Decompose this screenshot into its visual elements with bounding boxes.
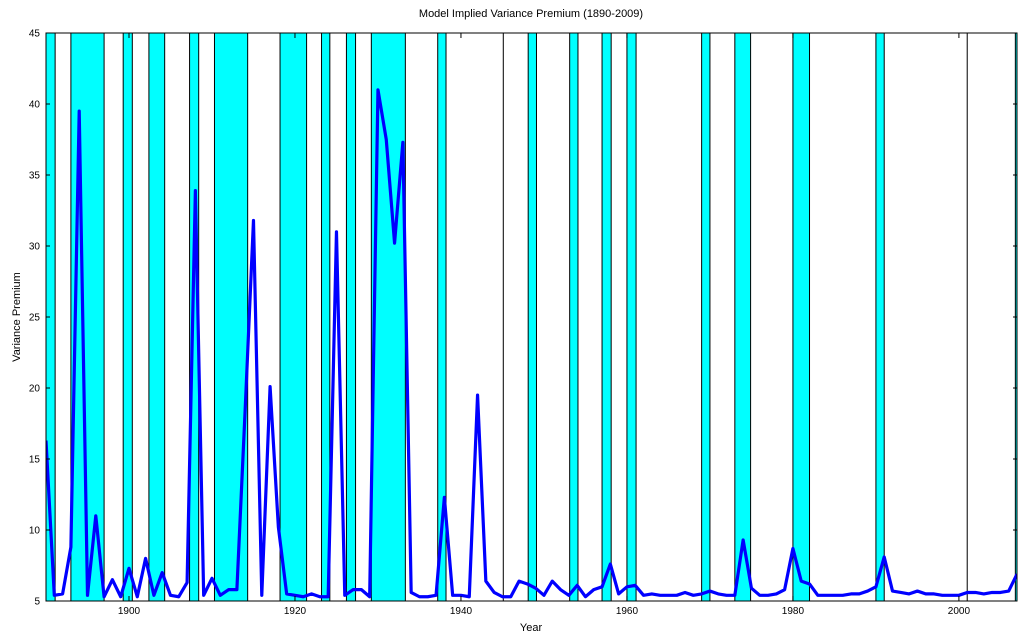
x-tick-label: 1900 (118, 606, 141, 617)
x-axis-label: Year (520, 622, 543, 634)
y-tick-label: 40 (29, 100, 41, 111)
data-line (46, 88, 1017, 599)
shaded-period (569, 33, 579, 601)
shaded-period (213, 33, 249, 601)
y-tick-label: 45 (29, 29, 41, 40)
x-tick-label: 1940 (450, 606, 473, 617)
shaded-period (792, 33, 811, 601)
shaded-period (875, 33, 885, 601)
shaded-period (148, 33, 166, 601)
shaded-period (701, 33, 711, 601)
y-tick-label: 35 (29, 171, 41, 182)
y-axis-label: Variance Premium (11, 272, 23, 362)
y-tick-label: 10 (29, 526, 41, 537)
shaded-period (321, 33, 331, 601)
y-tick-label: 20 (29, 384, 41, 395)
y-tick-label: 30 (29, 242, 41, 253)
shaded-period (527, 33, 537, 601)
shaded-period (345, 33, 357, 601)
y-tick-label: 25 (29, 313, 41, 324)
shaded-period (601, 33, 612, 601)
shaded-period (279, 33, 308, 601)
y-tick-label: 5 (34, 597, 40, 608)
shaded-period (437, 33, 447, 601)
x-tick-label: 1920 (284, 606, 307, 617)
x-tick-label: 1980 (782, 606, 805, 617)
x-tick-label: 1960 (616, 606, 639, 617)
shaded-period (734, 33, 752, 601)
chart-title: Model Implied Variance Premium (1890-200… (419, 8, 643, 20)
shaded-period (626, 33, 637, 601)
shaded-period (122, 33, 133, 601)
shaded-period (46, 33, 56, 601)
x-tick-label: 2000 (948, 606, 971, 617)
y-tick-label: 15 (29, 455, 41, 466)
